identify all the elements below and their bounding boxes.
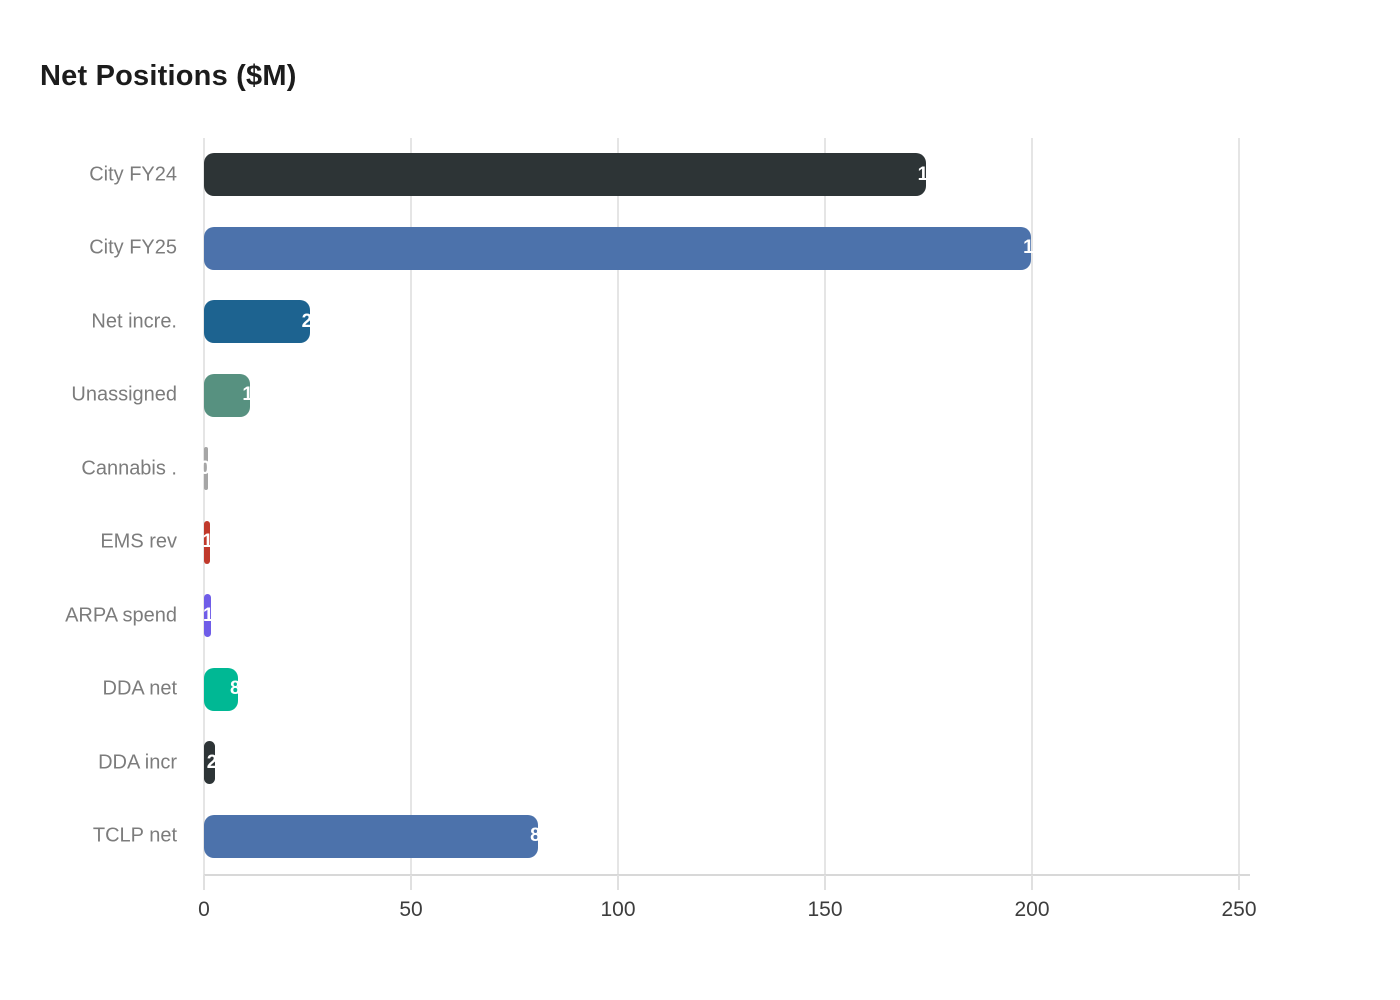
category-label: DDA net bbox=[102, 677, 177, 700]
bar-row: City FY25 199.8 bbox=[0, 226, 1400, 270]
bar-value-label: 0.9 bbox=[199, 457, 227, 479]
x-tick-label-250: 250 bbox=[1221, 898, 1257, 921]
x-tick-mark-50 bbox=[410, 875, 412, 890]
x-tick-label-200: 200 bbox=[1014, 898, 1050, 921]
bar-row: City FY24 174.3 bbox=[0, 153, 1400, 196]
bar-value-label: 25.5 bbox=[301, 310, 339, 332]
chart-title: Net Positions ($M) bbox=[40, 60, 297, 92]
bar-value-label: 80.7 bbox=[530, 825, 568, 846]
bar-row: DDA incr 2.6 bbox=[0, 741, 1400, 784]
category-label: ARPA spend bbox=[65, 604, 177, 626]
gridline-x-250 bbox=[1238, 138, 1240, 875]
category-label: EMS rev bbox=[100, 530, 177, 553]
bar: 174.3 bbox=[204, 153, 965, 196]
gridline-x-200 bbox=[1031, 138, 1033, 875]
gridline-x-0 bbox=[203, 138, 205, 875]
category-label: City FY25 bbox=[89, 236, 177, 259]
bar: 0.9 bbox=[200, 447, 226, 490]
x-tick-label-50: 50 bbox=[399, 898, 423, 921]
category-label: DDA incr bbox=[98, 751, 177, 773]
bar: 80.7 bbox=[204, 814, 567, 858]
bar-value-label: 1.5 bbox=[202, 531, 229, 552]
bar-row: Net incre. 25.5 bbox=[0, 300, 1400, 343]
bar-value-label: 8.2 bbox=[229, 678, 257, 699]
bar-row: Cannabis . 0.9 bbox=[0, 447, 1400, 490]
x-tick-mark-0 bbox=[203, 875, 205, 890]
category-label: Net incre. bbox=[91, 310, 177, 332]
bar: 11.2 bbox=[204, 373, 278, 417]
category-label: Cannabis . bbox=[81, 457, 177, 479]
x-tick-label-100: 100 bbox=[600, 898, 636, 921]
bar: 1.7 bbox=[203, 594, 229, 637]
bar: 199.8 bbox=[204, 226, 1071, 270]
bar: 2.6 bbox=[204, 741, 233, 784]
bar-value-label: 2.6 bbox=[206, 751, 234, 773]
bar-value-label: 11.2 bbox=[242, 384, 279, 405]
x-tick-mark-200 bbox=[1031, 875, 1033, 890]
bar-value-label: 199.8 bbox=[1023, 237, 1071, 258]
gridline-x-100 bbox=[617, 138, 619, 875]
bar-value-label: 174.3 bbox=[917, 163, 966, 185]
bar: 25.5 bbox=[204, 300, 339, 343]
bar-row: EMS rev 1.5 bbox=[0, 520, 1400, 564]
x-tick-mark-150 bbox=[824, 875, 826, 890]
gridline-x-50 bbox=[410, 138, 412, 875]
bar-row: Unassigned 11.2 bbox=[0, 373, 1400, 417]
bar: 1.5 bbox=[202, 520, 229, 564]
x-tick-label-0: 0 bbox=[198, 898, 210, 921]
bar-row: DDA net 8.2 bbox=[0, 667, 1400, 711]
bar-value-label: 1.7 bbox=[203, 604, 230, 626]
bar-row: ARPA spend 1.7 bbox=[0, 594, 1400, 637]
category-label: Unassigned bbox=[71, 383, 177, 406]
bar-row: TCLP net 80.7 bbox=[0, 814, 1400, 858]
x-tick-mark-100 bbox=[617, 875, 619, 890]
plot-area: City FY24 174.3 City FY25 199.8 Net incre. 25… bbox=[0, 138, 1400, 890]
x-tick-label-150: 150 bbox=[807, 898, 843, 921]
x-tick-mark-250 bbox=[1238, 875, 1240, 890]
gridline-x-150 bbox=[824, 138, 826, 875]
category-label: City FY24 bbox=[89, 163, 177, 185]
category-label: TCLP net bbox=[92, 824, 177, 847]
bar: 8.2 bbox=[204, 667, 256, 711]
x-axis-line bbox=[204, 874, 1250, 876]
